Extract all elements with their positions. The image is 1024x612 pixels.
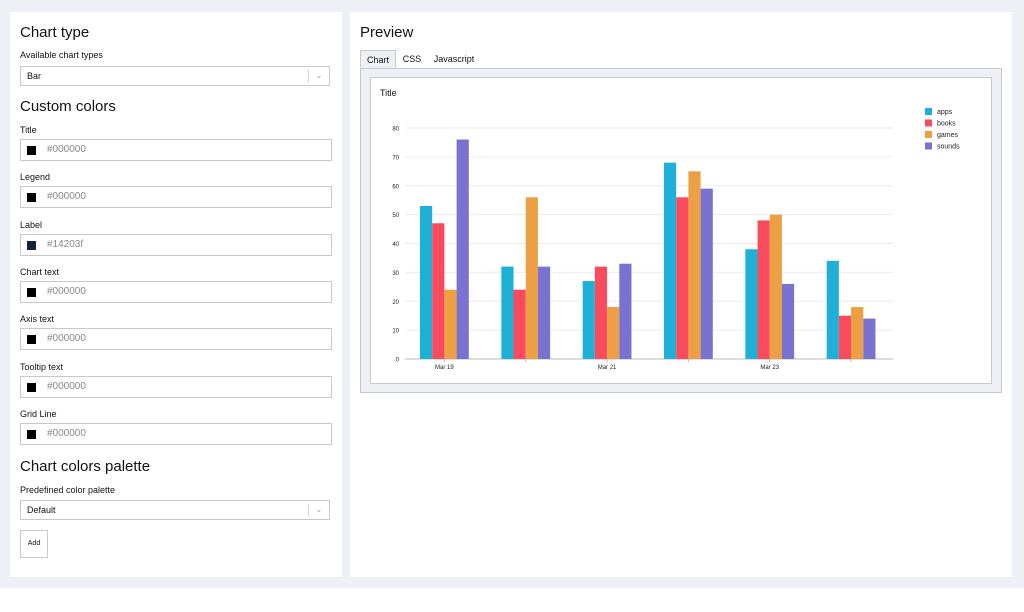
title-color-value: #000000 [47,144,86,155]
tooltip-text-label: Tooltip text [20,361,64,372]
bar-games [851,307,864,359]
legend-label-games: games [937,132,959,139]
title-label: Title [20,125,37,135]
legend-label: Legend [20,172,51,183]
bar-apps [420,205,433,359]
label-label: Label [20,219,43,230]
bar-apps [745,249,758,359]
bar-games [525,197,538,359]
chart-text-label: Chart text [20,266,60,277]
palette-select[interactable]: Default ⌄ [20,500,330,520]
bar-games [607,307,620,359]
legend-label-apps: apps [937,109,953,116]
chart-type-value: Bar [27,71,42,81]
bar-books [838,315,852,359]
axis-text-color-value: #000000 [47,333,86,345]
bar-chart: 0 10 20 30 40 50 60 70 80 Mar 19 Mar 21 Mar 23 apps b… [392,108,960,371]
palette-heading: Chart colors palette [20,458,151,475]
color-swatch[interactable] [27,193,36,203]
legend-label-sounds: sounds [937,144,960,151]
y-tick-label: 40 [392,242,399,248]
bar-apps [501,266,514,359]
chevron-down-icon: ⌄ [308,70,329,82]
label-color-value: #14203f [47,238,84,250]
legend-swatch-sounds [925,142,932,150]
bar-games [444,289,457,359]
x-tick-label: Mar 21 [598,365,617,371]
title-color-field[interactable]: #000000 [20,139,332,161]
bar-sounds [619,263,632,359]
label-color-field[interactable]: #14203f [20,233,332,256]
predefined-palette-label: Predefined color palette [20,485,116,495]
grid-line-label: Grid Line [20,408,57,419]
bar-books [757,220,770,359]
tab-chart[interactable]: Chart [360,50,396,68]
chart-text-color-value: #000000 [47,285,86,297]
x-tick-label: Mar 23 [760,365,779,371]
chart-text-color-field[interactable]: #000000 [20,280,332,303]
bar-games [769,214,782,359]
color-swatch[interactable] [27,146,36,155]
bar-books [432,223,445,359]
color-swatch[interactable] [27,287,36,297]
chart-title: Title [380,88,397,98]
bar-sounds [537,266,551,359]
custom-colors-heading: Custom colors [20,98,116,115]
axis-text-label: Axis text [20,314,55,325]
color-swatch[interactable] [27,382,36,392]
available-chart-types-label: Available chart types [20,50,103,60]
y-tick-label: 60 [392,184,399,190]
y-tick-label: 20 [392,300,399,306]
preview-heading: Preview [360,24,414,41]
grid-line-color-value: #000000 [47,427,86,439]
tab-css[interactable]: CSS [402,54,422,64]
app-frame: Chart type Available chart types Bar ⌄ C… [0,0,1024,588]
y-tick-label: 10 [392,329,399,335]
color-swatch[interactable] [27,240,36,250]
x-tick-label: Mar 19 [435,365,454,371]
palette-value: Default [27,505,56,515]
chart-type-heading: Chart type [20,24,90,41]
y-tick-label: 70 [392,155,399,161]
y-tick-label: 80 [392,127,399,133]
chart-type-select[interactable]: Bar ⌄ [20,66,330,86]
preview-panel: Preview Chart CSS Javascript Title 0 10 20… [350,12,1012,577]
add-button[interactable]: Add [20,530,48,558]
y-tick-label: 50 [392,213,399,219]
bar-books [676,197,689,359]
bar-books [594,266,608,359]
settings-panel: Chart type Available chart types Bar ⌄ C… [10,12,342,577]
color-swatch[interactable] [27,335,36,345]
bar-games [688,171,701,359]
legend-swatch-books [925,119,932,127]
legend-color-value: #000000 [47,191,86,203]
bar-sounds [781,283,795,359]
tab-javascript[interactable]: Javascript [433,54,475,64]
bar-apps [664,162,677,359]
legend-swatch-apps [925,108,932,115]
y-tick-label: 30 [392,271,399,277]
bar-books [513,289,526,359]
grid-line-color-field[interactable]: #000000 [20,422,332,445]
axis-text-color-field[interactable]: #000000 [20,328,332,351]
bar-sounds [700,188,713,359]
legend-label-books: books [937,121,956,128]
legend-swatch-games [925,131,932,138]
tooltip-text-color-field[interactable]: #000000 [20,375,332,398]
bar-sounds [456,139,469,359]
preview-area: Title 0 10 20 30 40 50 60 70 80 Mar 19 Mar 21 Mar 2… [360,68,1002,393]
bar-sounds [863,318,876,359]
chart-card: Title 0 10 20 30 40 50 60 70 80 Mar 19 Mar 21 Mar 2… [370,77,992,384]
legend-color-field[interactable]: #000000 [20,186,332,209]
tooltip-text-color-value: #000000 [47,380,86,392]
y-tick-label: 0 [396,358,400,364]
bar-apps [826,260,839,359]
color-swatch[interactable] [27,429,36,439]
bar-apps [582,281,595,359]
chevron-down-icon: ⌄ [308,504,329,516]
